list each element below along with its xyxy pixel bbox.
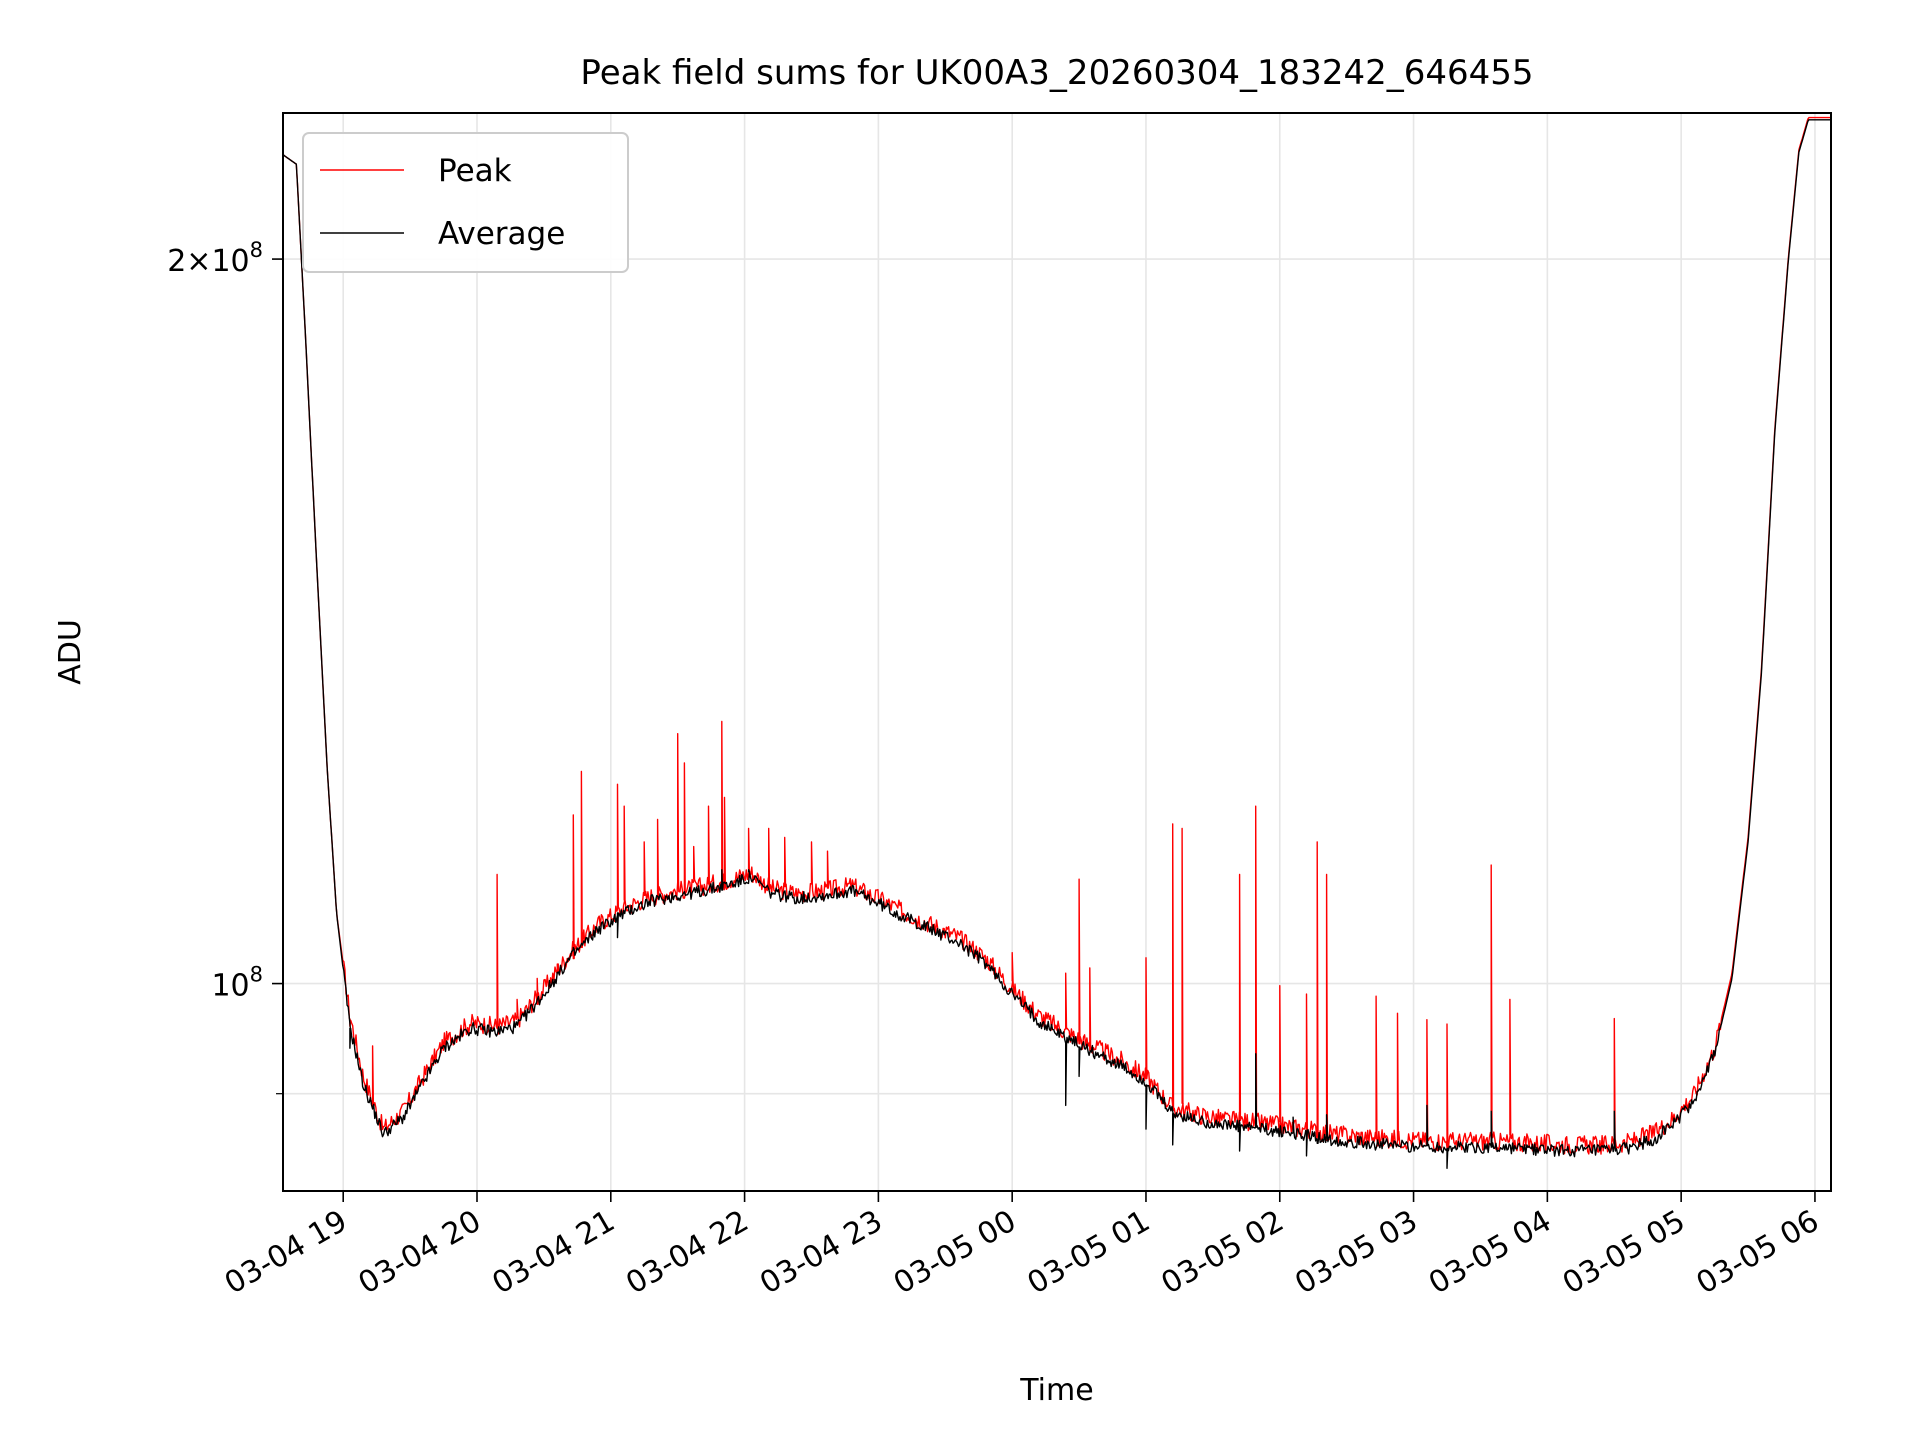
x-axis-label: Time (1019, 1373, 1093, 1408)
chart-title: Peak field sums for UK00A3_20260304_1832… (580, 53, 1533, 93)
legend-peak-label: Peak (438, 153, 512, 189)
y-tick-exponent: 8 (250, 963, 263, 987)
y-tick-base: 10 (211, 969, 249, 1004)
y-tick-times: × (186, 244, 211, 279)
plot-frame (282, 112, 1832, 1192)
y-tick-mantissa: 2 (167, 244, 186, 279)
legend: Peak Average (302, 132, 629, 273)
y-tick-base: 10 (211, 244, 249, 279)
y-tick-label: 108 (211, 963, 263, 1004)
series-line-peak (282, 116, 1831, 1155)
y-tick-exponent: 8 (250, 238, 263, 262)
series-line-average (282, 119, 1831, 1169)
legend-box (302, 132, 629, 273)
grid-layer (283, 113, 1831, 1191)
y-tick-label: 2×108 (167, 238, 263, 279)
legend-average-label: Average (438, 216, 565, 252)
plot-area (282, 116, 1831, 1169)
y-axis-label: ADU (53, 619, 88, 685)
